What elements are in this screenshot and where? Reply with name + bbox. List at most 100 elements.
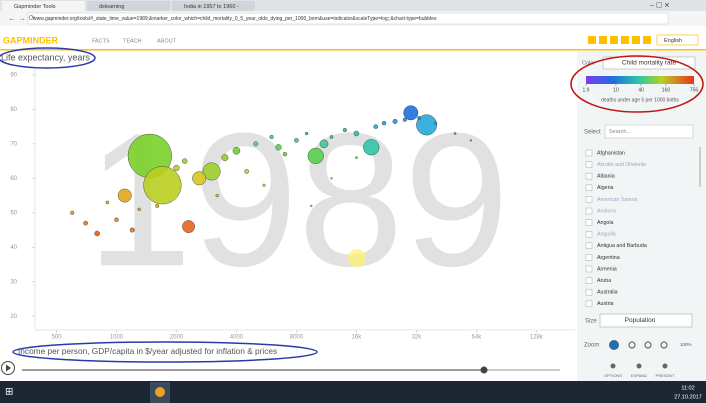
checkbox[interactable] (585, 230, 593, 238)
highlight-ellipse (570, 55, 704, 113)
nav-buttons[interactable]: ← → ⟳ (8, 14, 35, 23)
x-tick-label: 4000 (230, 335, 244, 341)
bubble[interactable] (275, 144, 282, 151)
bubble[interactable] (143, 166, 182, 205)
clock-date: 27.10.2017 (674, 394, 702, 400)
timeline-handle[interactable] (480, 366, 488, 374)
nav-link[interactable]: ABOUT (157, 38, 177, 44)
tab-strip (0, 0, 706, 11)
url-field[interactable] (27, 12, 669, 25)
share-icon[interactable] (643, 36, 651, 44)
checkbox[interactable] (585, 277, 593, 284)
checkbox[interactable] (585, 161, 593, 168)
zoom-in[interactable] (628, 341, 636, 349)
y-tick-label: 30 (10, 279, 17, 285)
share-icon[interactable] (599, 36, 607, 44)
x-tick-label: 8000 (290, 335, 304, 341)
tab[interactable] (2, 1, 85, 11)
bubble[interactable] (381, 121, 387, 126)
bubble[interactable] (304, 131, 309, 136)
bubble[interactable] (83, 220, 88, 226)
language-button[interactable] (656, 34, 699, 46)
bubble[interactable] (355, 156, 358, 159)
checkbox[interactable] (585, 184, 593, 192)
bubble[interactable] (417, 116, 421, 120)
play-button[interactable] (1, 361, 15, 375)
bubble[interactable] (329, 135, 334, 139)
checkbox[interactable] (585, 149, 593, 157)
bubble[interactable] (392, 118, 398, 124)
bubble[interactable] (215, 193, 219, 198)
bubble[interactable] (137, 207, 141, 211)
cursor-highlight (348, 249, 366, 267)
bubble[interactable] (363, 139, 380, 156)
bubble[interactable] (117, 188, 132, 203)
share-icon[interactable] (632, 36, 640, 44)
bubble[interactable] (342, 128, 347, 133)
bubble[interactable] (182, 158, 188, 164)
window-controls[interactable]: – ☐ ✕ (650, 1, 670, 9)
chrome-icon[interactable] (155, 387, 165, 397)
bubble[interactable] (403, 105, 419, 121)
bubble[interactable] (182, 220, 195, 233)
tab[interactable] (87, 1, 170, 11)
bubble[interactable] (469, 139, 472, 142)
checkbox[interactable] (585, 172, 593, 180)
nav-link[interactable]: FACTS (92, 38, 110, 44)
bubble[interactable] (262, 183, 266, 187)
bubble[interactable] (70, 210, 75, 215)
bubble[interactable] (330, 177, 333, 180)
bubble[interactable] (202, 162, 221, 181)
bubble[interactable] (434, 121, 438, 125)
tab[interactable] (172, 1, 255, 11)
share-icon[interactable] (588, 36, 596, 44)
list-scrollbar (699, 147, 701, 187)
bubble[interactable] (307, 147, 324, 164)
nav-link[interactable]: TEACH (123, 38, 142, 44)
bubble[interactable] (453, 132, 457, 135)
bubble[interactable] (353, 130, 360, 137)
checkbox[interactable] (585, 207, 593, 215)
bubble[interactable] (282, 152, 288, 157)
bubble[interactable] (173, 164, 180, 172)
bubble[interactable] (373, 124, 378, 129)
button-icon[interactable] (610, 363, 616, 369)
checkbox[interactable] (585, 196, 593, 203)
search-field[interactable] (604, 124, 694, 139)
checkbox[interactable] (585, 265, 593, 273)
checkbox[interactable] (585, 254, 593, 261)
bubble[interactable] (244, 169, 249, 174)
logo[interactable]: GAPMINDER (3, 35, 59, 45)
share-icon[interactable] (610, 36, 618, 44)
bubble[interactable] (94, 230, 100, 237)
checkbox[interactable] (585, 288, 593, 296)
zoom-out[interactable] (644, 341, 652, 349)
bubble[interactable] (294, 138, 299, 143)
checkbox[interactable] (585, 242, 593, 250)
bubble[interactable] (253, 141, 259, 147)
size-dropdown[interactable] (599, 313, 693, 328)
bubble[interactable] (105, 200, 110, 205)
bubble[interactable] (221, 154, 229, 162)
bubble[interactable] (192, 171, 207, 186)
checkbox[interactable] (585, 219, 593, 226)
zoom-pointer[interactable] (609, 340, 619, 350)
x-tick-label: 1000 (110, 335, 124, 341)
bubble[interactable] (155, 203, 160, 208)
bubble[interactable] (114, 217, 119, 222)
bubble[interactable] (402, 117, 407, 122)
button-icon[interactable] (662, 363, 668, 369)
share-icon[interactable] (621, 36, 629, 44)
zoom-reset[interactable] (660, 341, 668, 349)
bubble[interactable] (310, 204, 313, 208)
checkbox[interactable] (585, 300, 593, 308)
bubble[interactable] (416, 114, 438, 136)
tab-title: dslearning (99, 4, 124, 10)
button-icon[interactable] (636, 363, 642, 369)
bubble[interactable] (319, 139, 329, 149)
start-button[interactable]: ⊞ (5, 387, 13, 398)
bubble[interactable] (232, 146, 241, 155)
bubble[interactable] (269, 134, 274, 139)
bubble[interactable] (129, 227, 135, 233)
tab-title: Gapminder Tools (14, 4, 56, 10)
